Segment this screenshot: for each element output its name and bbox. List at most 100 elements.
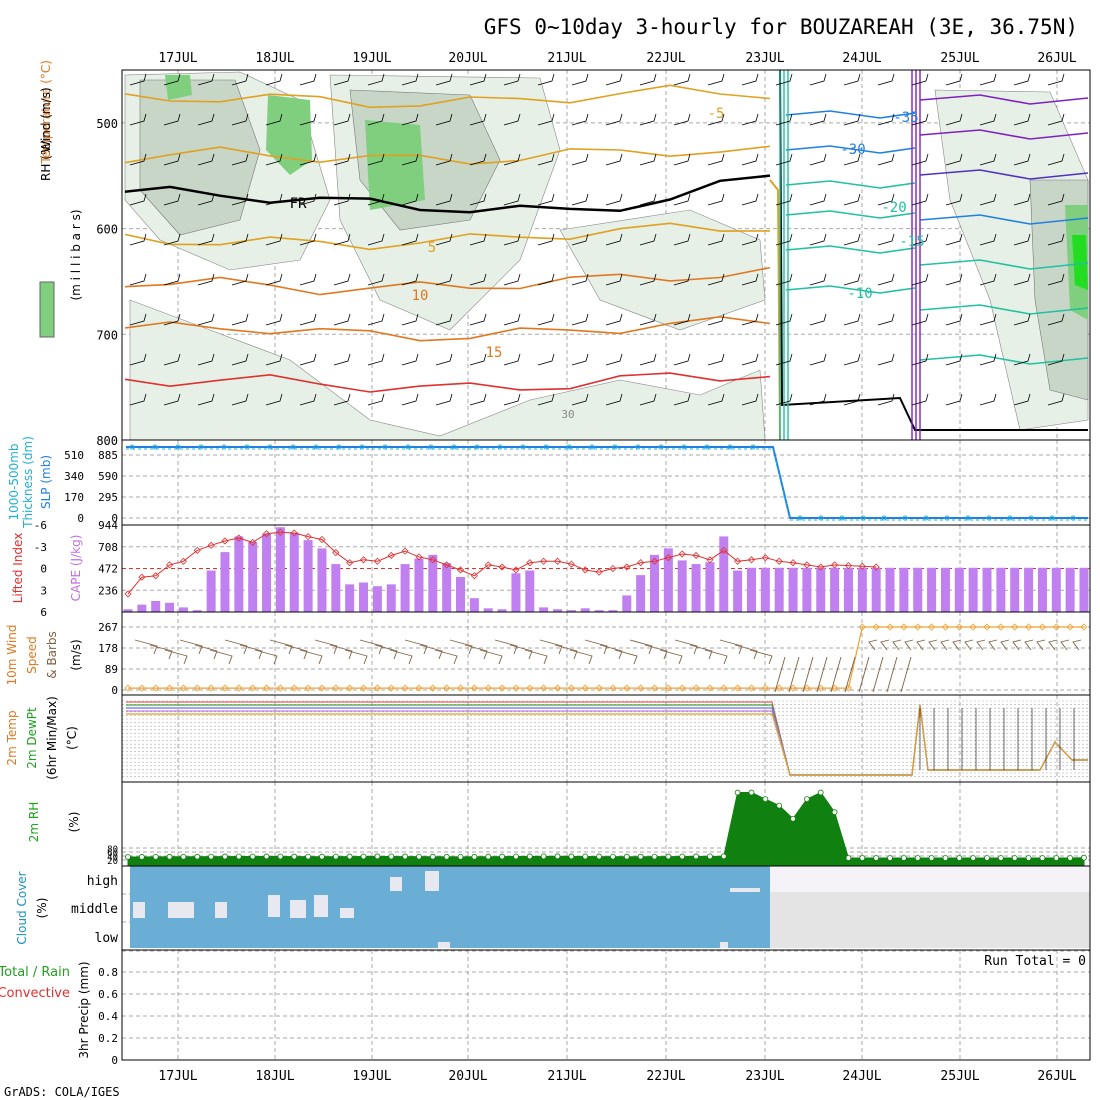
wind-barb <box>503 233 521 246</box>
wind-barb <box>741 233 759 246</box>
date-label-top: 23JUL <box>745 51 784 66</box>
wind-tick: 178 <box>98 642 118 655</box>
wind-barb-10m <box>892 639 902 651</box>
wind-barb <box>945 193 963 206</box>
contour-label: 10 <box>412 288 429 304</box>
wind-barb <box>639 313 657 326</box>
wind-barb <box>741 273 759 286</box>
wind-speed-marker <box>941 623 950 631</box>
wind-barb <box>809 153 827 166</box>
lifted-index-marker <box>401 547 409 555</box>
lifted-index-marker <box>789 559 797 567</box>
ylabel-rh2m-units: (%) <box>67 812 81 833</box>
thickness-marker <box>944 515 950 521</box>
wind-barb-10m <box>449 639 473 655</box>
wind-barb <box>503 273 521 286</box>
wind-barb-10m <box>389 649 413 665</box>
wind-barb <box>401 153 419 166</box>
lifted-index-marker <box>720 546 728 554</box>
lifted-index-marker <box>429 556 437 564</box>
wind-barb <box>571 393 589 406</box>
thickness-tick: 510 <box>64 449 84 462</box>
ylabel-temp: Temperature (°C) <box>39 60 53 165</box>
date-label-top: 20JUL <box>448 51 487 66</box>
wind-barb-10m <box>719 639 743 655</box>
wind-barb <box>707 393 725 406</box>
panel-frames <box>121 69 1091 1061</box>
wind-barb-10m <box>584 639 608 655</box>
lifted-index-marker <box>540 557 548 565</box>
wind-speed-marker <box>969 623 977 631</box>
wind-barb-10m <box>704 649 728 665</box>
wind-barb <box>1047 273 1065 286</box>
wind-barb <box>707 353 725 366</box>
contour-label: 30 <box>561 408 574 421</box>
wind-barb <box>639 393 657 406</box>
lifted-index-marker <box>664 554 672 562</box>
wind-barb <box>163 233 181 246</box>
wind-barb-10m <box>344 649 368 665</box>
wind-barb <box>299 113 317 126</box>
wind-barb <box>775 73 793 86</box>
wind-barb-10m <box>134 639 158 655</box>
ylabel-precip-conv: Convective <box>0 986 70 1001</box>
wind-barb <box>673 113 691 126</box>
wind-barb-10m <box>434 649 458 665</box>
cape-bar <box>913 567 923 612</box>
wind-barb <box>231 73 249 86</box>
cape-bar <box>885 567 895 612</box>
wind-barb <box>1013 193 1031 206</box>
wind-barb <box>163 113 181 126</box>
li-tick: -6 <box>34 519 47 532</box>
lifted-index-marker <box>346 559 354 567</box>
cape-bar <box>1010 567 1020 612</box>
wind-barb <box>265 73 283 86</box>
thickness-marker <box>474 444 480 450</box>
thickness-marker <box>902 515 908 521</box>
wind-barb-10m <box>1072 639 1082 651</box>
precip-tick: 0 <box>111 1054 118 1067</box>
wind-speed-marker <box>637 684 645 692</box>
rh2m-marker <box>845 855 852 861</box>
wind-speed-marker <box>789 684 797 692</box>
date-label-top: 22JUL <box>646 51 685 66</box>
wind-barb <box>469 233 487 246</box>
wind-barb-10m <box>1048 639 1058 651</box>
wind-barb <box>775 393 793 406</box>
wind-barb <box>605 393 623 406</box>
wind-barb <box>741 313 759 326</box>
lifted-index-marker <box>165 561 174 569</box>
contour-label: FR <box>290 196 307 212</box>
rh2m-marker <box>471 853 478 860</box>
wind-barb-10m <box>1000 639 1010 651</box>
lifted-index-marker <box>498 563 506 571</box>
wind-barb-10m <box>419 644 443 660</box>
wind-barb <box>1047 193 1065 206</box>
rh2m-marker <box>166 853 173 860</box>
thickness-marker <box>658 444 664 450</box>
thickness-marker <box>923 515 929 521</box>
wind-barb <box>469 193 487 206</box>
wind-barb <box>911 393 929 406</box>
wind-barb <box>537 273 555 286</box>
wind10m-panel-bg <box>122 612 1090 695</box>
rh-shading-peak <box>1072 235 1088 290</box>
wind-speed-marker <box>179 684 187 692</box>
wind-barb <box>435 153 453 166</box>
rh2m-marker <box>540 853 547 860</box>
wind-barb <box>503 353 521 366</box>
wind-barb-10m <box>479 649 503 665</box>
thickness-marker <box>198 444 204 450</box>
wind-barb <box>333 273 351 286</box>
cape-bar <box>1079 567 1089 612</box>
wind-barb <box>571 233 589 246</box>
cloud-gap <box>215 902 227 918</box>
cold-isotherm <box>785 145 916 154</box>
thickness-marker <box>129 444 135 450</box>
wind-barb <box>673 353 691 366</box>
rh2m-marker <box>928 855 935 861</box>
wind-barb <box>945 233 963 246</box>
wind-barb-10m <box>904 639 914 651</box>
rh2m-marker <box>596 853 602 860</box>
wind-barb <box>129 273 147 286</box>
